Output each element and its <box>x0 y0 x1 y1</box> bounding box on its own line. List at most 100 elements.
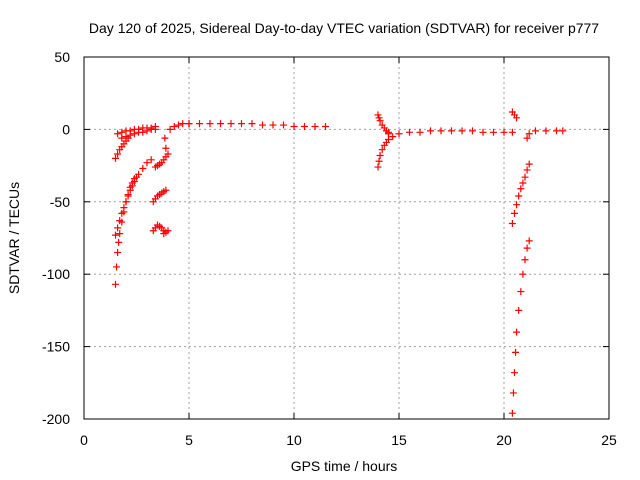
data-point <box>532 127 539 135</box>
x-tick-label: 5 <box>185 432 193 448</box>
data-point <box>238 120 245 128</box>
series-arc-b-flat <box>114 123 159 138</box>
data-point <box>114 150 122 158</box>
data-point <box>113 263 121 271</box>
data-point <box>259 121 266 129</box>
data-point <box>406 128 413 136</box>
data-points <box>112 108 567 417</box>
series-arc-f-top <box>508 108 521 122</box>
data-point <box>135 170 143 178</box>
data-point <box>513 328 521 336</box>
y-tick-label: -50 <box>50 194 70 210</box>
data-point <box>519 270 527 278</box>
x-tick-label: 25 <box>601 432 617 448</box>
data-point <box>112 280 119 288</box>
data-point <box>523 244 531 252</box>
data-point <box>162 144 170 152</box>
series-arc-e-spread <box>374 133 397 171</box>
data-point <box>517 288 525 296</box>
data-point <box>469 127 476 135</box>
data-point <box>112 231 119 239</box>
data-point <box>479 128 487 136</box>
data-point <box>395 130 403 138</box>
data-point <box>139 128 147 136</box>
series-arc-e-plateau <box>385 127 516 138</box>
data-point <box>448 127 455 135</box>
data-point <box>525 130 533 138</box>
series-arc-a-steep <box>112 175 138 288</box>
data-point <box>269 121 277 129</box>
data-point <box>301 123 308 131</box>
data-point <box>185 120 193 128</box>
chart-title: Day 120 of 2025, Sidereal Day-to-day VTE… <box>89 20 599 36</box>
data-point <box>122 198 130 206</box>
data-point <box>139 164 147 172</box>
series-arc-c-edge <box>160 134 172 238</box>
data-point <box>389 133 397 141</box>
series-arc-f-mid <box>508 160 533 228</box>
data-point <box>248 120 256 128</box>
data-point <box>512 348 520 356</box>
data-point <box>162 186 170 194</box>
data-point <box>124 192 132 200</box>
series-arc-d-plateau <box>185 120 329 131</box>
data-point <box>385 130 392 138</box>
data-point <box>523 166 531 174</box>
data-point <box>500 128 508 136</box>
y-tick-label: -150 <box>42 339 70 355</box>
y-axis-label: SDTVAR / TECUs <box>6 182 22 294</box>
data-point <box>437 127 445 135</box>
data-point <box>170 123 178 131</box>
axis-ticks: 0 5 10 15 20 25 -200 -150 -100 -50 0 50 <box>42 49 617 448</box>
data-point <box>521 256 529 264</box>
data-point <box>164 150 172 158</box>
y-tick-label: -200 <box>42 411 70 427</box>
x-tick-label: 15 <box>391 432 407 448</box>
data-point <box>517 185 525 193</box>
data-point <box>130 130 138 138</box>
series-arc-c-upper <box>151 150 172 171</box>
data-point <box>118 134 126 142</box>
data-point <box>376 117 384 125</box>
data-point <box>523 134 531 142</box>
data-point <box>508 220 516 228</box>
data-point <box>553 127 560 135</box>
data-point <box>128 182 136 190</box>
data-point <box>126 131 134 139</box>
data-point <box>114 248 122 256</box>
data-point <box>519 179 527 187</box>
y-tick-label: 0 <box>62 121 70 137</box>
data-point <box>458 127 466 135</box>
data-point <box>112 154 119 162</box>
data-point <box>116 217 124 225</box>
x-tick-label: 10 <box>286 432 302 448</box>
x-tick-label: 0 <box>80 432 88 448</box>
data-point <box>542 127 550 135</box>
data-point <box>227 120 235 128</box>
data-point <box>515 306 523 314</box>
data-point <box>122 133 130 141</box>
data-point <box>130 178 138 186</box>
data-point <box>509 389 517 397</box>
data-point <box>161 134 169 142</box>
data-point <box>521 173 529 181</box>
data-point <box>143 127 151 135</box>
y-tick-label: 50 <box>54 49 70 65</box>
series-arc-e-top <box>374 111 392 136</box>
y-tick-label: -100 <box>42 266 70 282</box>
data-point <box>206 120 214 128</box>
data-point <box>114 224 122 232</box>
series-arc-f-deep <box>508 237 533 417</box>
data-point <box>175 121 182 129</box>
data-point <box>513 201 521 209</box>
data-point <box>126 186 134 194</box>
data-point <box>179 120 187 128</box>
series-arc-b-mid <box>118 125 159 142</box>
data-point <box>427 127 434 135</box>
data-point <box>511 369 518 377</box>
series-arc-f-flat <box>523 127 567 142</box>
data-point <box>513 114 521 122</box>
data-point <box>311 123 319 131</box>
x-axis-label: GPS time / hours <box>291 458 398 474</box>
data-point <box>196 120 203 128</box>
